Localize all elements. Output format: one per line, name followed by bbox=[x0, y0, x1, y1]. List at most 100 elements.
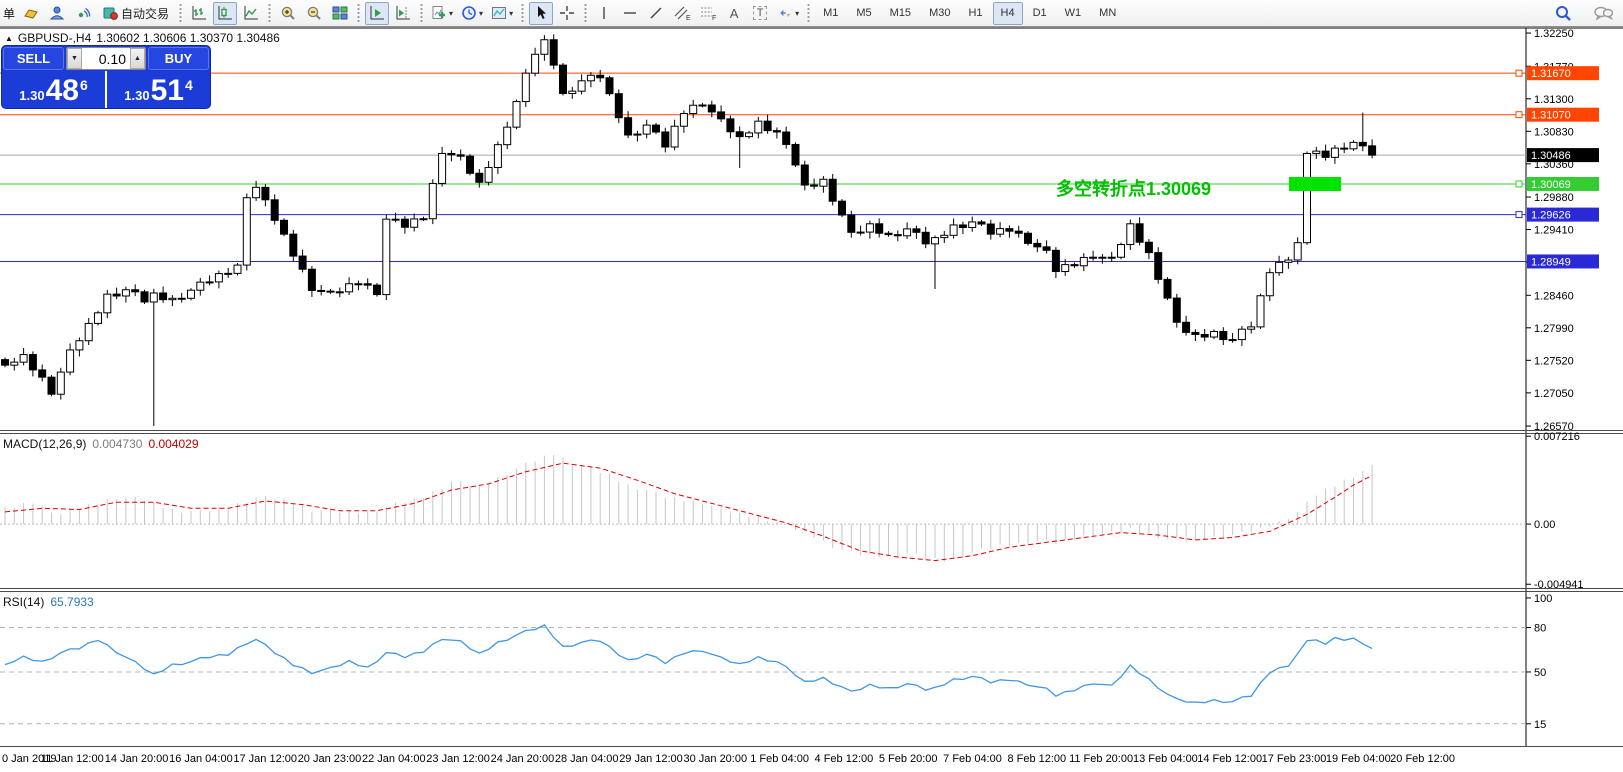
tile-windows-icon[interactable] bbox=[328, 2, 352, 25]
volume-input[interactable] bbox=[82, 48, 130, 69]
candlestick-chart-icon[interactable] bbox=[213, 1, 238, 25]
toolbar-separator bbox=[267, 3, 273, 23]
templates-button[interactable]: ▾ bbox=[488, 2, 516, 25]
quotes-icon[interactable] bbox=[19, 2, 43, 25]
candle-body bbox=[56, 371, 65, 395]
zoom-in-icon[interactable] bbox=[276, 2, 300, 25]
annotation-rectangle[interactable] bbox=[1289, 177, 1341, 191]
periods-button[interactable]: ▾ bbox=[458, 2, 486, 25]
chart-title: ▲ GBPUSD-,H4 1.30602 1.30606 1.30370 1.3… bbox=[5, 31, 280, 45]
toolbar-separator bbox=[356, 3, 362, 23]
macd-main-value: 0.004730 bbox=[92, 437, 143, 451]
candle-body bbox=[745, 132, 753, 138]
arrows-tool-icon[interactable]: ▾ bbox=[774, 2, 802, 25]
candle-body bbox=[633, 133, 642, 136]
candle-body bbox=[958, 224, 967, 228]
candle-body bbox=[968, 221, 977, 228]
buy-button[interactable]: BUY bbox=[148, 47, 209, 70]
autotrading-button[interactable]: 自动交易 bbox=[97, 2, 174, 25]
price-badge-label: 1.31070 bbox=[1531, 110, 1571, 122]
rsi-line bbox=[4, 624, 1373, 704]
candle-body bbox=[289, 233, 298, 257]
text-label-glyph: T bbox=[752, 6, 768, 20]
candle-body bbox=[196, 281, 205, 291]
cursor-tool-icon[interactable] bbox=[529, 1, 554, 25]
timeframe-button-mn[interactable]: MN bbox=[1099, 7, 1117, 19]
timeframe-button-m15[interactable]: M15 bbox=[889, 7, 912, 19]
volume-decrement-button[interactable]: ▼ bbox=[67, 48, 82, 69]
line-chart-icon[interactable] bbox=[239, 2, 263, 25]
text-tool-glyph: A bbox=[729, 5, 739, 21]
macd-signal-line bbox=[4, 462, 1373, 562]
timeframe-button-d1[interactable]: D1 bbox=[1032, 7, 1047, 19]
timeframe-button-m1[interactable]: M1 bbox=[823, 7, 839, 19]
candle-body bbox=[1182, 321, 1191, 333]
candle-body bbox=[652, 124, 660, 133]
timeframe-button-h1[interactable]: H1 bbox=[968, 7, 983, 19]
volume-increment-button[interactable]: ▲ bbox=[130, 48, 145, 69]
fibonacci-tool-icon[interactable]: F bbox=[696, 2, 720, 25]
candle-body bbox=[875, 223, 884, 234]
dropdown-icon: ▾ bbox=[795, 8, 800, 18]
candle-body bbox=[187, 289, 195, 299]
text-label-tool-icon[interactable]: T bbox=[748, 2, 772, 25]
candle-body bbox=[661, 131, 670, 148]
chart-shift-icon[interactable] bbox=[391, 2, 415, 25]
bar-chart-icon[interactable] bbox=[187, 2, 211, 25]
chat-icon[interactable] bbox=[1590, 2, 1616, 25]
time-axis-label: 8 Feb 12:00 bbox=[1007, 753, 1066, 765]
candle-body bbox=[307, 268, 316, 291]
crosshair-tool-icon[interactable] bbox=[555, 2, 579, 25]
sell-button[interactable]: SELL bbox=[3, 47, 64, 70]
candle-body bbox=[75, 340, 84, 351]
signal-icon[interactable] bbox=[71, 2, 95, 25]
candle-body bbox=[484, 167, 493, 183]
candle-body bbox=[531, 53, 540, 74]
chart-symbol: GBPUSD-,H4 bbox=[17, 31, 92, 45]
candle-body bbox=[363, 283, 372, 286]
timeframe-button-w1[interactable]: W1 bbox=[1064, 7, 1082, 19]
trendline-tool-icon[interactable] bbox=[644, 2, 668, 25]
price-tick-label: 1.31300 bbox=[1534, 94, 1574, 106]
candle-body bbox=[605, 77, 614, 95]
search-icon[interactable] bbox=[1551, 2, 1575, 25]
candle-body bbox=[391, 218, 400, 221]
candle-body bbox=[791, 143, 800, 166]
macd-label: MACD(12,26,9) 0.004730 0.004029 bbox=[3, 437, 199, 451]
toolbar-separator bbox=[419, 3, 425, 23]
chart-area[interactable]: 1.322501.317701.313001.308301.303601.298… bbox=[0, 27, 1623, 772]
candle-body bbox=[977, 221, 986, 225]
timeframe-button-m30[interactable]: M30 bbox=[929, 7, 951, 19]
indicators-button[interactable]: ▾ bbox=[428, 2, 456, 25]
time-axis-label: 11 Jan 12:00 bbox=[41, 753, 104, 765]
channel-tool-icon[interactable]: E bbox=[670, 2, 694, 25]
macd-tick-label: 0.00 bbox=[1534, 519, 1555, 531]
text-tool-icon[interactable]: A bbox=[722, 2, 746, 25]
candle-body bbox=[177, 297, 186, 300]
new-order-button[interactable]: 单 bbox=[3, 6, 16, 21]
buy-price[interactable]: 1.30 51 4 bbox=[107, 71, 210, 108]
macd-name: MACD(12,26,9) bbox=[3, 437, 87, 451]
time-axis-label: 22 Jan 04:00 bbox=[362, 753, 426, 765]
profile-icon[interactable] bbox=[45, 2, 69, 25]
zoom-out-icon[interactable] bbox=[302, 2, 326, 25]
candle-body bbox=[94, 312, 102, 324]
horizontal-line-tool-icon[interactable] bbox=[618, 2, 642, 25]
candle-body bbox=[10, 361, 19, 366]
vertical-line-tool-icon[interactable] bbox=[592, 2, 616, 25]
autotrading-label: 自动交易 bbox=[121, 6, 170, 21]
sell-price[interactable]: 1.30 48 6 bbox=[2, 71, 107, 108]
timeframe-button-h4[interactable]: H4 bbox=[992, 1, 1023, 25]
rsi-tick-label: 100 bbox=[1534, 593, 1552, 605]
candle-body bbox=[66, 349, 75, 373]
candle-body bbox=[1079, 256, 1088, 267]
candle-body bbox=[1330, 147, 1339, 158]
candle-body bbox=[1265, 272, 1274, 297]
time-axis-label: 29 Jan 12:00 bbox=[619, 753, 683, 765]
time-axis-label: 17 Feb 23:00 bbox=[1262, 753, 1327, 765]
timeframe-button-m5[interactable]: M5 bbox=[856, 7, 872, 19]
auto-scroll-icon[interactable] bbox=[365, 1, 390, 25]
candle-body bbox=[856, 231, 865, 234]
candle-body bbox=[242, 197, 251, 266]
